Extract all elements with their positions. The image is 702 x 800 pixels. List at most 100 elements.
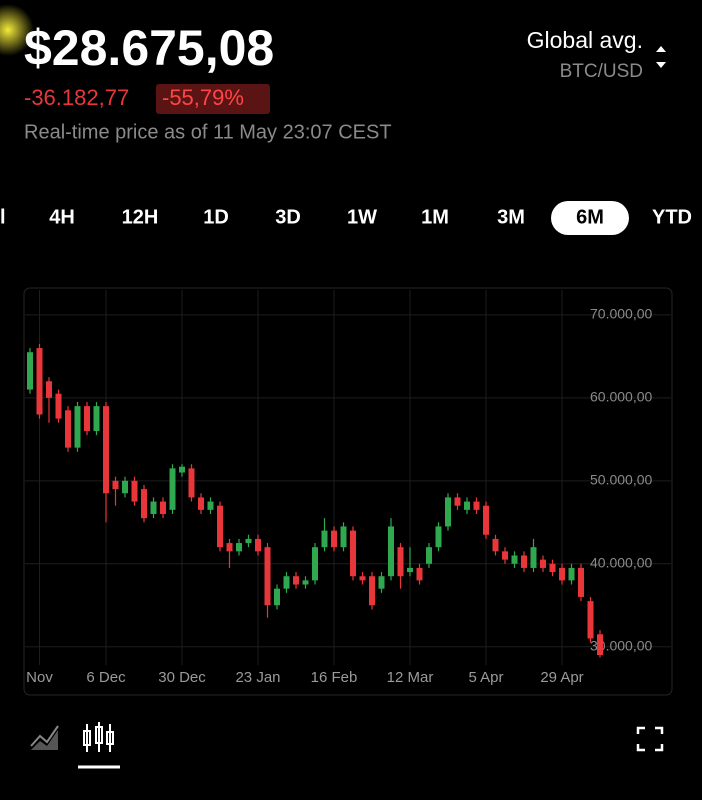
candle-body [407, 567, 413, 573]
price: $28.675,08 [24, 20, 274, 76]
candle-body [293, 576, 299, 585]
candle-body [122, 480, 128, 494]
y-tick-label: 30.000,00 [590, 637, 652, 653]
x-tick-label: 23 Jan [235, 669, 280, 686]
candle-body [112, 480, 119, 490]
timeframe-selected [551, 201, 629, 235]
candle-body [226, 543, 233, 552]
x-tick-label: 5 Apr [468, 669, 503, 686]
chart-type-candle[interactable] [78, 722, 120, 769]
candle-body [492, 538, 499, 552]
candle-body [312, 547, 318, 581]
source-toggle[interactable] [656, 46, 666, 68]
candle-body [540, 559, 546, 568]
candle-body [597, 634, 603, 656]
candle-body [74, 406, 81, 448]
candle-body [245, 538, 252, 544]
candle-body [521, 555, 527, 568]
source-pair: BTC/USD [560, 61, 643, 82]
touch-glow [0, 4, 34, 56]
candle-body [426, 547, 432, 564]
candle-body [103, 406, 109, 494]
timeframe[interactable]: 12H [122, 206, 159, 228]
candle-body [483, 505, 489, 535]
candle-body [84, 406, 90, 432]
candle-body [511, 555, 518, 564]
change-pct-badge [156, 84, 270, 114]
candle-body [587, 601, 594, 639]
candle-body [65, 410, 71, 448]
candle-body [359, 576, 366, 581]
timeframe[interactable]: 4H [49, 206, 75, 228]
candle-body [27, 352, 33, 390]
chart: 30.000,00 40.000,00 50.000,00 60.000,00 70.0… [25, 290, 671, 686]
candle-body [255, 538, 261, 552]
candle-body [274, 588, 280, 606]
candle-body [198, 497, 204, 510]
candle-body [559, 567, 565, 581]
timeframe[interactable]: 3D [275, 206, 301, 228]
price-change-pct: -55,79% [162, 85, 244, 110]
source-name[interactable]: Global avg. [527, 27, 643, 53]
candle-body [397, 547, 404, 577]
candle-body [160, 501, 166, 515]
timeframe-cut: l [0, 206, 6, 228]
candle-body [150, 501, 157, 515]
candle-body [188, 468, 195, 498]
candle-body [464, 501, 470, 510]
candle-body [435, 526, 442, 548]
candle-body [473, 501, 480, 510]
candle-body [207, 501, 214, 510]
candle-body [169, 468, 176, 510]
candle-body [179, 466, 185, 473]
candle-body [36, 348, 43, 415]
price-change: -36.182,77 [24, 85, 129, 110]
candle-body [141, 489, 147, 519]
candle-body [454, 497, 461, 506]
candle-body [264, 547, 271, 606]
candle-body [568, 567, 575, 581]
fullscreen-button[interactable] [636, 726, 664, 752]
timeframes: 4H 12H 1D 3D 1W 1M 3M 6M YTD [49, 201, 692, 235]
chart-type-line[interactable] [30, 725, 59, 750]
x-tick-label: 29 Apr [540, 669, 583, 686]
chart-frame [23, 287, 673, 696]
y-tick-label: 50.000,00 [590, 472, 652, 488]
candle-body [378, 576, 385, 589]
x-tick-label: Nov [26, 669, 53, 686]
timeframe[interactable]: 1D [203, 206, 229, 228]
candle-body [416, 567, 423, 581]
realtime-note: Real-time price as of 11 May 23:07 CEST [24, 121, 392, 143]
candle-body [445, 497, 451, 527]
candle-body [55, 393, 62, 419]
candle-body [93, 406, 100, 432]
x-tick-label: 30 Dec [158, 669, 206, 686]
candle-body [388, 526, 394, 577]
timeframe[interactable]: 3M [497, 206, 525, 228]
candle-body [369, 576, 375, 606]
candle-body [283, 576, 290, 589]
y-tick-label: 40.000,00 [590, 554, 652, 570]
candle-body [350, 530, 356, 577]
x-tick-label: 6 Dec [86, 669, 126, 686]
timeframe[interactable]: YTD [652, 206, 692, 228]
candle-body [340, 526, 347, 548]
timeframe[interactable]: 1M [421, 206, 449, 228]
candle-body [131, 480, 138, 502]
x-tick-label: 16 Feb [311, 669, 358, 686]
timeframe[interactable]: 6M [576, 206, 604, 228]
candle-body [217, 505, 223, 548]
y-tick-label: 70.000,00 [590, 306, 652, 322]
candle-body [530, 547, 537, 568]
candle-body [321, 530, 328, 548]
x-tick-label: 12 Mar [387, 669, 434, 686]
candle-body [549, 563, 556, 573]
timeframe[interactable]: 1W [347, 206, 377, 228]
candle-body [236, 543, 242, 552]
y-tick-label: 60.000,00 [590, 389, 652, 405]
candle-body [302, 580, 309, 585]
candle-body [502, 551, 508, 560]
candle-body [578, 567, 584, 597]
